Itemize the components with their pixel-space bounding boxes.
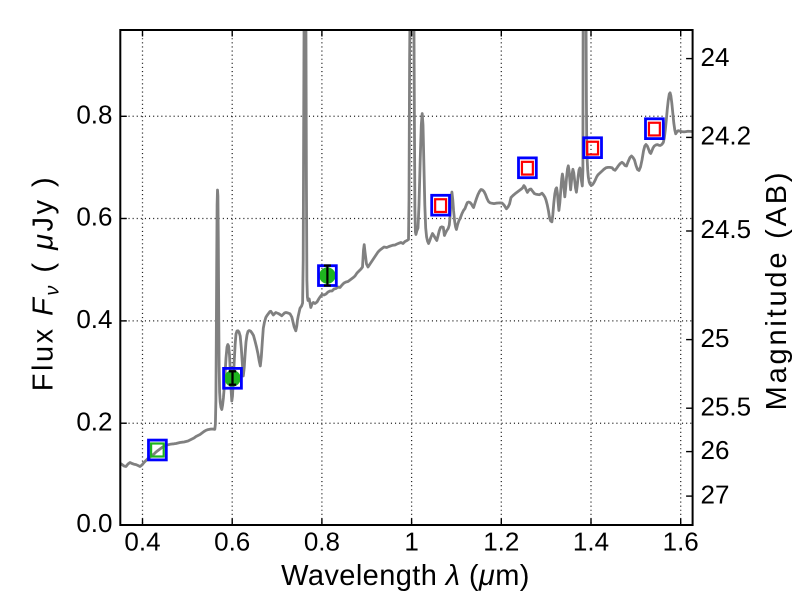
svg-text:1.2: 1.2 [483, 527, 519, 557]
svg-text:Flux Fν ( μJy ): Flux Fν ( μJy ) [28, 175, 64, 391]
svg-text:26: 26 [701, 435, 730, 465]
svg-text:24.5: 24.5 [701, 214, 752, 244]
svg-text:25: 25 [701, 323, 730, 353]
svg-text:1: 1 [404, 527, 418, 557]
svg-text:0.2: 0.2 [76, 406, 112, 436]
svg-text:0.0: 0.0 [76, 508, 112, 538]
svg-text:0.8: 0.8 [76, 100, 112, 130]
svg-text:24: 24 [701, 42, 730, 72]
svg-text:Magnitude (AB): Magnitude (AB) [761, 170, 793, 411]
svg-text:1.4: 1.4 [573, 527, 609, 557]
svg-text:1.6: 1.6 [663, 527, 699, 557]
svg-text:0.4: 0.4 [76, 304, 112, 334]
svg-text:Wavelength λ (μm): Wavelength λ (μm) [281, 560, 530, 592]
svg-text:0.8: 0.8 [304, 527, 340, 557]
svg-text:25.5: 25.5 [701, 391, 752, 421]
svg-text:0.6: 0.6 [214, 527, 250, 557]
svg-text:0.4: 0.4 [124, 527, 160, 557]
svg-text:27: 27 [701, 479, 730, 509]
svg-text:24.2: 24.2 [701, 121, 752, 151]
svg-text:0.6: 0.6 [76, 202, 112, 232]
